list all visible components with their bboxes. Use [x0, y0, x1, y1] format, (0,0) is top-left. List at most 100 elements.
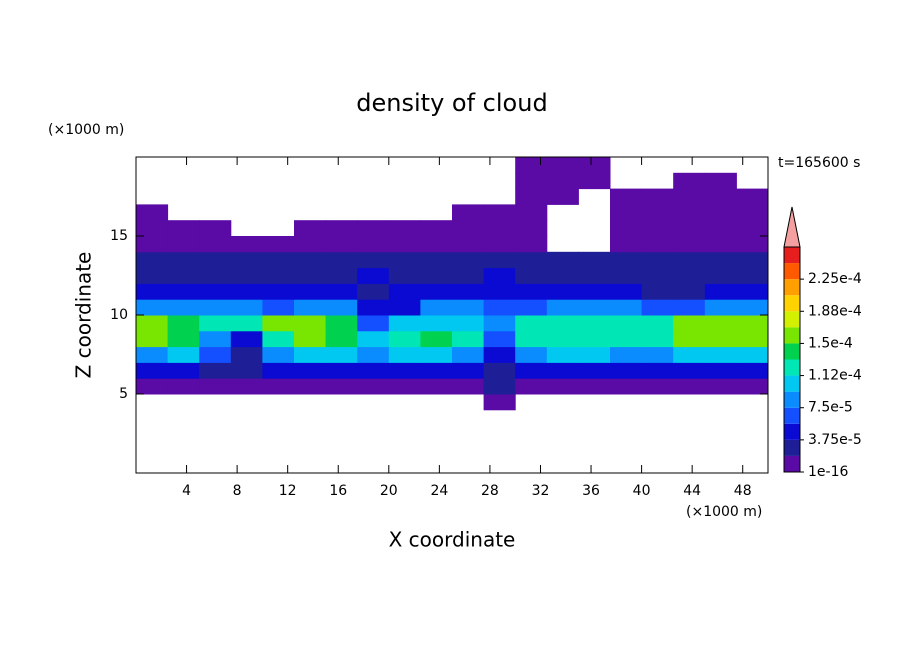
contour-cell — [420, 299, 453, 316]
contour-cell — [704, 251, 737, 269]
contour-cell — [357, 315, 390, 332]
contour-cell — [136, 299, 169, 316]
contour-cell — [673, 251, 706, 269]
contour-cell — [483, 346, 516, 363]
contour-cell — [736, 267, 769, 284]
contour-cell — [167, 315, 200, 332]
contour-cell — [736, 330, 769, 348]
contour-cell — [641, 188, 674, 205]
contour-cell — [736, 378, 769, 395]
colorbar-band — [784, 279, 800, 296]
contour-cell — [515, 220, 548, 237]
contour-cell — [199, 283, 232, 300]
contour-cell — [357, 283, 390, 300]
contour-cell — [294, 299, 327, 316]
x-axis-label: X coordinate — [389, 528, 516, 552]
contour-cell — [167, 220, 200, 237]
contour-cell — [515, 204, 548, 221]
contour-cell — [230, 299, 263, 316]
contour-cell — [483, 283, 516, 300]
contour-cell — [136, 315, 169, 332]
contour-cell — [262, 362, 295, 379]
contour-cell — [673, 378, 706, 395]
contour-cell — [704, 283, 737, 300]
contour-cell — [736, 283, 769, 300]
contour-cell — [704, 330, 737, 348]
contour-cell — [262, 378, 295, 395]
contour-cell — [578, 346, 611, 363]
colorbar-band — [784, 311, 800, 328]
x-tick-label: 36 — [582, 483, 600, 499]
contour-cell — [641, 267, 674, 284]
contour-cell — [136, 378, 169, 395]
contour-cell — [167, 330, 200, 348]
colorbar-tick-label: 1.12e-4 — [808, 368, 862, 384]
contour-cell — [704, 188, 737, 205]
contour-cell — [294, 362, 327, 379]
contour-cell — [325, 315, 358, 332]
contour-cell — [546, 315, 579, 332]
contour-cell — [230, 315, 263, 332]
contour-cell — [515, 236, 548, 253]
contour-cell — [578, 267, 611, 284]
contour-cell — [452, 236, 485, 253]
contour-cell — [136, 267, 169, 284]
contour-cell — [483, 378, 516, 395]
contour-cell — [704, 315, 737, 332]
contour-cell — [673, 283, 706, 300]
contour-cell — [199, 299, 232, 316]
contour-cell — [578, 299, 611, 316]
contour-cell — [136, 330, 169, 348]
contour-cell — [262, 251, 295, 269]
contour-cell — [515, 267, 548, 284]
contour-cell — [262, 346, 295, 363]
contour-cell — [388, 315, 421, 332]
y-axis-label: Z coordinate — [72, 252, 96, 379]
contour-cell — [610, 267, 643, 284]
contour-cell — [262, 330, 295, 348]
contour-cell — [736, 236, 769, 253]
contour-cell — [230, 378, 263, 395]
contour-cell — [230, 251, 263, 269]
contour-cell — [736, 346, 769, 363]
contour-cell — [673, 172, 706, 190]
contour-cell — [736, 188, 769, 205]
contour-cell — [610, 299, 643, 316]
contour-cell — [230, 330, 263, 348]
contour-cell — [736, 315, 769, 332]
contour-cell — [452, 346, 485, 363]
contour-cell — [515, 315, 548, 332]
contour-cell — [262, 315, 295, 332]
contour-cell — [167, 267, 200, 284]
x-tick-label: 8 — [233, 483, 242, 499]
colorbar-tick-label: 7.5e-5 — [808, 400, 853, 416]
contour-cell — [199, 251, 232, 269]
contour-cell — [357, 378, 390, 395]
contour-cell — [704, 236, 737, 253]
contour-cell — [452, 315, 485, 332]
contour-cell — [420, 236, 453, 253]
contour-cell — [230, 283, 263, 300]
contour-cell — [610, 330, 643, 348]
contour-cell — [704, 267, 737, 284]
contour-cell — [262, 283, 295, 300]
contour-cell — [641, 204, 674, 221]
x-tick-label: 32 — [532, 483, 550, 499]
contour-cell — [452, 362, 485, 379]
contour-cell — [136, 236, 169, 253]
contour-cell — [452, 299, 485, 316]
contour-cell — [167, 362, 200, 379]
contour-cell — [325, 346, 358, 363]
chart-title: density of cloud — [356, 89, 547, 117]
contour-cell — [578, 283, 611, 300]
contour-cell — [357, 362, 390, 379]
contour-cell — [452, 251, 485, 269]
contour-cell — [641, 283, 674, 300]
contour-cell — [167, 346, 200, 363]
contour-cell — [199, 378, 232, 395]
contour-cell — [483, 394, 516, 411]
contour-cell — [388, 267, 421, 284]
colorbar-band — [784, 391, 800, 408]
contour-cell — [610, 188, 643, 205]
